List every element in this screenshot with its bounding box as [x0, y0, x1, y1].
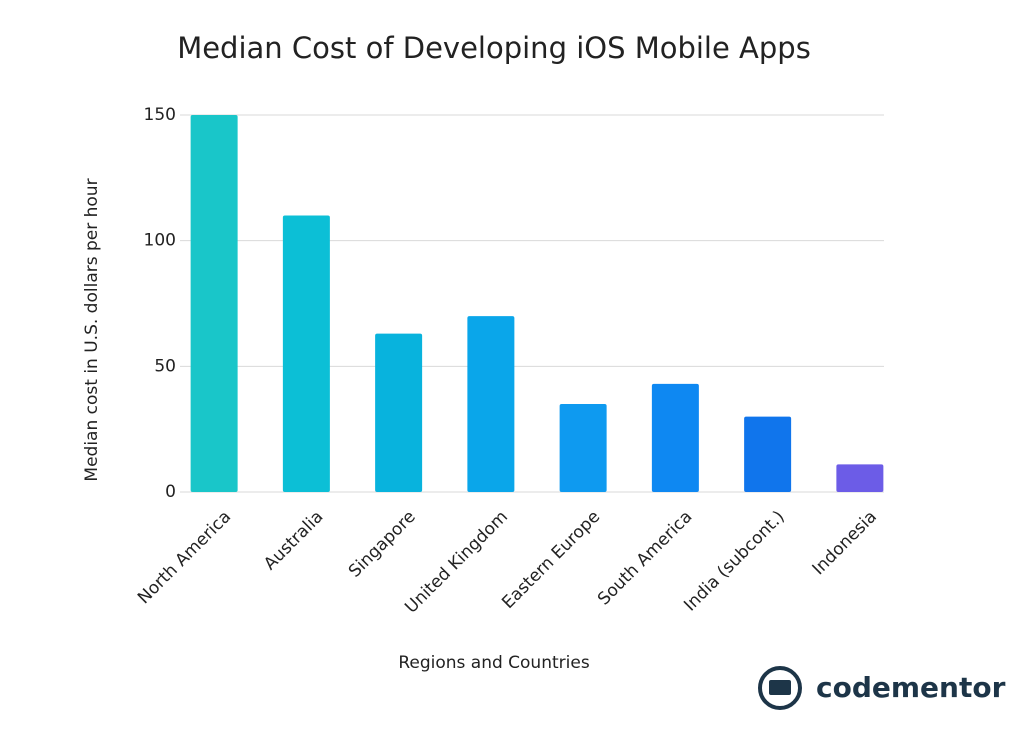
x-tick-label: Singapore — [345, 507, 420, 582]
x-tick-label: South America — [594, 507, 696, 609]
x-tick-label: Australia — [260, 507, 327, 574]
bar — [836, 464, 884, 492]
x-tick-label: North America — [134, 507, 235, 608]
chart-title: Median Cost of Developing iOS Mobile App… — [177, 31, 811, 65]
y-tick-label: 0 — [165, 482, 176, 502]
bar — [467, 316, 515, 492]
bar — [282, 215, 330, 493]
logo-icon — [758, 666, 802, 710]
x-tick-label: Eastern Europe — [498, 507, 604, 613]
y-tick-label: 150 — [144, 105, 176, 125]
y-tick-label: 50 — [154, 356, 176, 376]
x-tick-label: United Kingdom — [401, 507, 512, 618]
bar — [375, 333, 423, 492]
y-tick-label: 100 — [144, 231, 176, 251]
bar — [744, 416, 792, 492]
logo-text: codementor — [816, 671, 1006, 704]
bar — [190, 115, 238, 492]
y-axis-title: Median cost in U.S. dollars per hour — [82, 178, 102, 481]
x-tick-label: India (subcont.) — [680, 507, 788, 615]
logo-icon-inner — [769, 680, 791, 695]
x-axis-title: Regions and Countries — [398, 653, 590, 673]
bar — [651, 383, 699, 492]
x-tick-label: Indonesia — [809, 507, 881, 579]
bar — [559, 404, 607, 492]
